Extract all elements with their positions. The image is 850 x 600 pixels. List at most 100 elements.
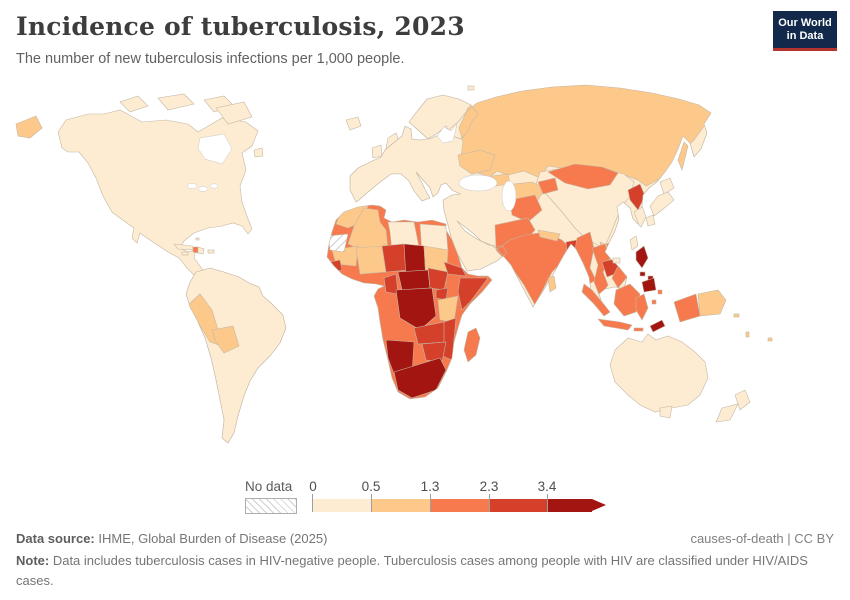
page-title: Incidence of tuberculosis, 2023 xyxy=(16,12,465,41)
country-indonesia-java[interactable] xyxy=(597,318,633,331)
legend-tick xyxy=(547,494,548,512)
country-bahamas[interactable] xyxy=(195,237,200,241)
country-taiwan[interactable] xyxy=(629,235,639,251)
country-tasmania[interactable] xyxy=(659,405,673,419)
hudson-bay xyxy=(197,133,233,165)
country-canadian-arctic[interactable] xyxy=(157,93,195,111)
data-source-text: IHME, Global Burden of Disease (2025) xyxy=(94,531,328,546)
legend-tick-label-0: 0 xyxy=(309,479,317,494)
note-line: Note: Data includes tuberculosis cases i… xyxy=(16,551,834,591)
country-newfoundland[interactable] xyxy=(253,147,264,158)
black-sea xyxy=(458,174,498,192)
chart-subtitle: The number of new tuberculosis infection… xyxy=(16,51,405,67)
country-western-sahara[interactable] xyxy=(327,233,349,253)
caspian-sea xyxy=(501,180,517,212)
country-new-zealand-north[interactable] xyxy=(734,389,751,411)
country-timor-leste[interactable] xyxy=(649,319,666,333)
country-tajikistan[interactable] xyxy=(537,177,559,195)
legend-arrow-tip xyxy=(592,499,606,511)
legend-segment-2[interactable] xyxy=(371,499,430,512)
country-borneo[interactable] xyxy=(613,283,641,317)
country-fiji[interactable] xyxy=(767,337,773,342)
country-central-african-republic[interactable] xyxy=(397,269,431,291)
baltic-sea xyxy=(436,123,458,144)
legend-tick xyxy=(312,494,313,512)
legend-segment-4[interactable] xyxy=(489,499,547,512)
country-philippines-luzon[interactable] xyxy=(635,245,649,269)
country-eritrea[interactable] xyxy=(443,261,467,277)
country-svalbard[interactable] xyxy=(467,85,475,91)
country-dr-congo[interactable] xyxy=(395,287,437,331)
country-japan-hokkaido[interactable] xyxy=(659,177,675,195)
great-lakes xyxy=(209,183,219,189)
country-canadian-arctic[interactable] xyxy=(119,95,149,113)
great-lakes xyxy=(197,186,209,192)
country-west-papua[interactable] xyxy=(673,293,701,323)
country-puerto-rico[interactable] xyxy=(207,249,215,254)
country-baffin-island[interactable] xyxy=(215,101,253,125)
country-dominican-republic[interactable] xyxy=(197,246,205,255)
legend-tick xyxy=(371,494,372,512)
country-philippines-mindanao[interactable] xyxy=(641,277,657,293)
country-ukraine[interactable] xyxy=(457,149,496,175)
legend-tick xyxy=(489,494,490,512)
legend-no-data-swatch[interactable] xyxy=(245,498,297,514)
country-indonesia-sulawesi[interactable] xyxy=(635,293,649,321)
data-source-label: Data source: xyxy=(16,531,95,546)
country-south-america[interactable] xyxy=(186,268,286,443)
country-philippines-visayas[interactable] xyxy=(639,271,646,277)
country-new-zealand-south[interactable] xyxy=(715,403,739,423)
country-madagascar[interactable] xyxy=(463,327,481,363)
country-north-korea[interactable] xyxy=(627,183,646,211)
country-mali[interactable] xyxy=(355,245,387,275)
country-north-america[interactable] xyxy=(57,109,259,288)
country-nepal[interactable] xyxy=(537,229,561,242)
legend-no-data-label: No data xyxy=(245,479,293,494)
country-japan-kyushu[interactable] xyxy=(645,214,656,227)
legend-segment-3[interactable] xyxy=(430,499,489,512)
country-lesser-sunda[interactable] xyxy=(633,327,644,332)
note-text: Data includes tuberculosis cases in HIV-… xyxy=(16,553,808,589)
country-hainan[interactable] xyxy=(612,257,621,264)
country-maluku[interactable] xyxy=(651,299,657,305)
country-russia-chukotka[interactable] xyxy=(15,115,43,139)
country-iceland[interactable] xyxy=(345,116,362,131)
note-label: Note: xyxy=(16,553,50,569)
country-afghanistan[interactable] xyxy=(509,194,543,223)
great-lakes xyxy=(186,183,198,189)
legend-tick xyxy=(430,494,431,512)
country-bolivia[interactable] xyxy=(211,325,240,354)
country-ireland[interactable] xyxy=(371,144,383,159)
country-mongolia[interactable] xyxy=(547,163,619,190)
license-link[interactable]: causes-of-death | CC BY xyxy=(690,531,834,546)
owid-logo-line2: in Data xyxy=(786,29,824,42)
country-sierra-leone[interactable] xyxy=(329,259,343,273)
country-sakhalin[interactable] xyxy=(677,141,689,171)
country-india[interactable] xyxy=(495,231,571,306)
owid-logo[interactable]: Our World in Data xyxy=(773,11,837,51)
chart-footer: Data source: IHME, Global Burden of Dise… xyxy=(16,529,834,591)
country-somalia[interactable] xyxy=(457,277,489,311)
legend-segment-5[interactable] xyxy=(547,499,592,512)
country-vanuatu[interactable] xyxy=(745,331,750,338)
country-south-sudan[interactable] xyxy=(427,267,449,291)
legend-tick-label-1: 0.5 xyxy=(361,479,381,494)
country-japan-honshu[interactable] xyxy=(649,191,675,217)
country-zimbabwe[interactable] xyxy=(421,341,447,363)
country-jamaica[interactable] xyxy=(181,251,189,256)
country-solomon-islands[interactable] xyxy=(733,313,740,318)
legend-tick-label-4: 3.4 xyxy=(537,479,557,494)
legend-tick-label-3: 2.3 xyxy=(479,479,499,494)
country-indonesia-sumatra[interactable] xyxy=(581,283,611,317)
country-maluku[interactable] xyxy=(657,289,663,295)
country-haiti[interactable] xyxy=(192,246,199,254)
country-sri-lanka[interactable] xyxy=(547,275,557,293)
country-papua-new-guinea[interactable] xyxy=(697,289,727,317)
data-source-line: Data source: IHME, Global Burden of Dise… xyxy=(16,529,327,549)
legend-tick-label-2: 1.3 xyxy=(420,479,440,494)
legend-segment-1[interactable] xyxy=(312,499,371,512)
country-australia[interactable] xyxy=(609,333,709,413)
owid-logo-line1: Our World xyxy=(778,16,832,29)
